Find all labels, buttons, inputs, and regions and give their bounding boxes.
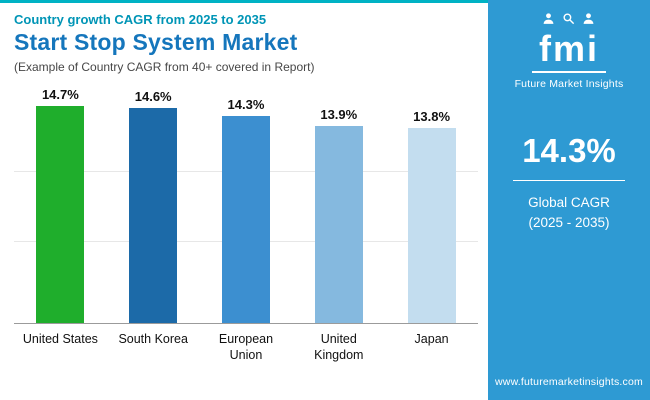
bar-value-label: 14.7% [41,86,79,102]
eyebrow-text: Country growth CAGR from 2025 to 2035 [14,12,267,27]
bar-united-states [36,105,85,323]
bar-european-union [221,115,270,323]
bar-united-kingdom [314,125,363,323]
global-cagr-value: 14.3% [522,132,616,169]
global-cagr-label-line1: Global CAGR [528,195,610,210]
bar-series: 14.7% 14.6% 14.3% 13.9% 13.8% [14,84,478,324]
bar-value-label: 13.9% [320,106,358,122]
fmi-logo-icons [515,12,624,30]
person-icon [582,12,595,30]
person-icon [542,12,555,30]
bar-column: 14.3% [221,84,270,323]
subtitle-text: (Example of Country CAGR from 40+ covere… [14,60,315,74]
bar-column: 14.7% [36,84,85,323]
bar-value-label: 14.3% [227,96,265,112]
x-axis-labels: United States South Korea European Union Un… [14,332,478,363]
bar-south-korea [129,108,178,323]
magnifier-icon [562,12,575,30]
fmi-logo-rule [531,71,606,73]
page-title: Start Stop System Market [14,29,298,55]
top-accent-strip [0,0,488,3]
global-cagr-label-line2: (2025 - 2035) [528,215,610,231]
bar-column: 14.6% [129,84,178,323]
category-label: United Kingdom [314,332,364,362]
global-cagr-stat: 14.3% Global CAGR (2025 - 2035) [513,132,625,234]
category-label: United States [22,332,98,346]
fmi-logo: fmi Future Market Insights [515,12,624,90]
bar-value-label: 13.8% [413,109,451,124]
website-link[interactable]: www.futuremarketinsights.com [495,376,643,388]
category-label: Japan [414,332,449,346]
bar-value-label: 14.6% [134,89,172,104]
stat-divider [513,180,625,181]
bar-column: 13.9% [314,84,363,323]
fmi-logo-text: fmi [538,28,599,69]
chart-panel: Country growth CAGR from 2025 to 2035 St… [14,12,478,372]
sidebar: fmi Future Market Insights 14.3% Global … [488,0,650,400]
global-cagr-label: Global CAGR (2025 - 2035) [513,193,625,234]
category-label: European Union [218,332,274,362]
fmi-logo-caption: Future Market Insights [514,78,624,90]
category-label: South Korea [118,332,188,346]
bar-chart: 14.7% 14.6% 14.3% 13.9% 13.8% United States S… [14,84,478,372]
bar-japan [407,128,456,323]
bar-column: 13.8% [407,84,456,323]
